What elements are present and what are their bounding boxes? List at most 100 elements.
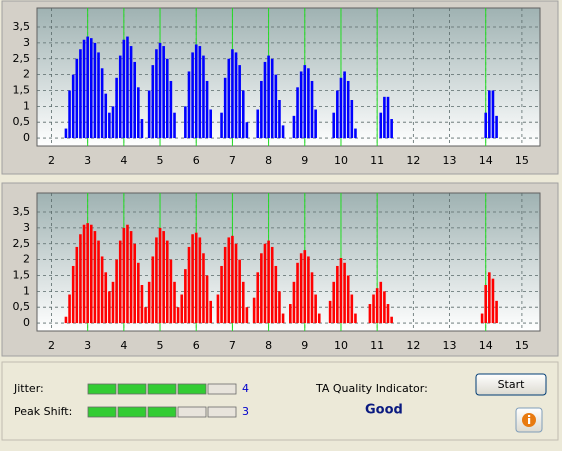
bar — [71, 265, 75, 324]
bar — [173, 281, 176, 324]
bar — [133, 243, 137, 324]
bar — [64, 316, 68, 324]
bar — [238, 259, 241, 324]
bar — [495, 300, 498, 324]
meter-segment — [117, 406, 147, 418]
x-tick-label: 3 — [84, 154, 91, 167]
bar — [491, 278, 495, 324]
bar — [180, 294, 184, 324]
bar — [332, 112, 336, 139]
y-tick-label: 2 — [23, 253, 30, 266]
peak-shift-value: 3 — [242, 405, 249, 418]
bar — [155, 237, 158, 324]
bar — [86, 36, 89, 139]
bar — [296, 87, 299, 139]
bar — [278, 291, 281, 324]
x-tick-label: 4 — [120, 154, 127, 167]
bar — [111, 106, 115, 139]
bar — [169, 259, 173, 324]
x-tick-label: 11 — [370, 339, 384, 352]
bar — [281, 125, 285, 139]
x-tick-label: 8 — [265, 154, 272, 167]
bar — [122, 39, 126, 139]
bar — [317, 313, 321, 324]
bar — [162, 46, 165, 139]
bar — [292, 115, 296, 139]
meter-segment — [147, 406, 177, 418]
bar — [194, 232, 198, 324]
bar — [231, 235, 234, 324]
bar — [209, 300, 212, 324]
bar — [137, 262, 140, 324]
bar — [350, 294, 354, 324]
x-tick-label: 10 — [334, 339, 348, 352]
bar — [165, 240, 169, 324]
bar — [108, 112, 111, 139]
bar — [245, 122, 249, 139]
bar — [303, 250, 307, 324]
bar — [220, 112, 223, 139]
start-button-label[interactable]: Start — [498, 378, 526, 391]
bar — [144, 307, 147, 324]
bar — [165, 58, 169, 139]
bar — [89, 224, 93, 324]
y-tick-label: 3,5 — [13, 205, 31, 218]
x-tick-label: 5 — [157, 339, 164, 352]
meter-segment — [177, 383, 207, 395]
x-tick-label: 14 — [479, 154, 493, 167]
y-tick-label: 0 — [23, 131, 30, 144]
jitter-label: Jitter: — [13, 382, 44, 395]
bar — [151, 65, 155, 139]
bar — [198, 237, 202, 324]
x-tick-label: 9 — [301, 339, 308, 352]
bar — [86, 223, 89, 324]
bar — [79, 49, 82, 139]
bar — [137, 87, 140, 139]
y-tick-label: 1 — [23, 99, 30, 112]
bar — [93, 42, 97, 139]
bar — [495, 115, 498, 139]
bar — [140, 285, 144, 324]
bar — [147, 90, 151, 139]
x-tick-label: 12 — [406, 339, 420, 352]
bar — [126, 224, 129, 324]
bar — [108, 291, 111, 324]
x-tick-label: 2 — [48, 339, 55, 352]
x-tick-label: 3 — [84, 339, 91, 352]
bar — [292, 281, 296, 324]
start-button[interactable] — [475, 373, 547, 396]
meter-segment — [87, 383, 117, 395]
bar — [173, 112, 176, 139]
bar — [256, 109, 260, 139]
peak-shift-label: Peak Shift: — [14, 405, 72, 418]
x-tick-label: 15 — [515, 339, 529, 352]
meter-segment — [207, 406, 237, 418]
bar — [89, 38, 93, 139]
x-tick-label: 11 — [370, 154, 384, 167]
bar — [75, 58, 79, 139]
bar — [263, 61, 267, 139]
y-tick-label: 2,5 — [13, 237, 31, 250]
bar — [372, 294, 375, 324]
x-tick-label: 13 — [443, 154, 457, 167]
bar — [151, 256, 155, 324]
bar — [252, 297, 256, 324]
bar — [346, 80, 350, 139]
bar — [278, 100, 281, 139]
info-panel — [1, 361, 559, 441]
bar — [118, 240, 122, 324]
bar — [332, 281, 336, 324]
bar — [140, 119, 144, 139]
x-tick-label: 4 — [120, 339, 127, 352]
bar — [350, 100, 354, 139]
bar — [488, 90, 491, 139]
bar — [267, 55, 270, 139]
bar — [336, 265, 339, 324]
x-tick-label: 9 — [301, 154, 308, 167]
bar — [368, 304, 372, 324]
bar — [383, 96, 386, 139]
bar — [68, 294, 71, 324]
bar — [227, 237, 231, 324]
bar — [383, 291, 386, 324]
